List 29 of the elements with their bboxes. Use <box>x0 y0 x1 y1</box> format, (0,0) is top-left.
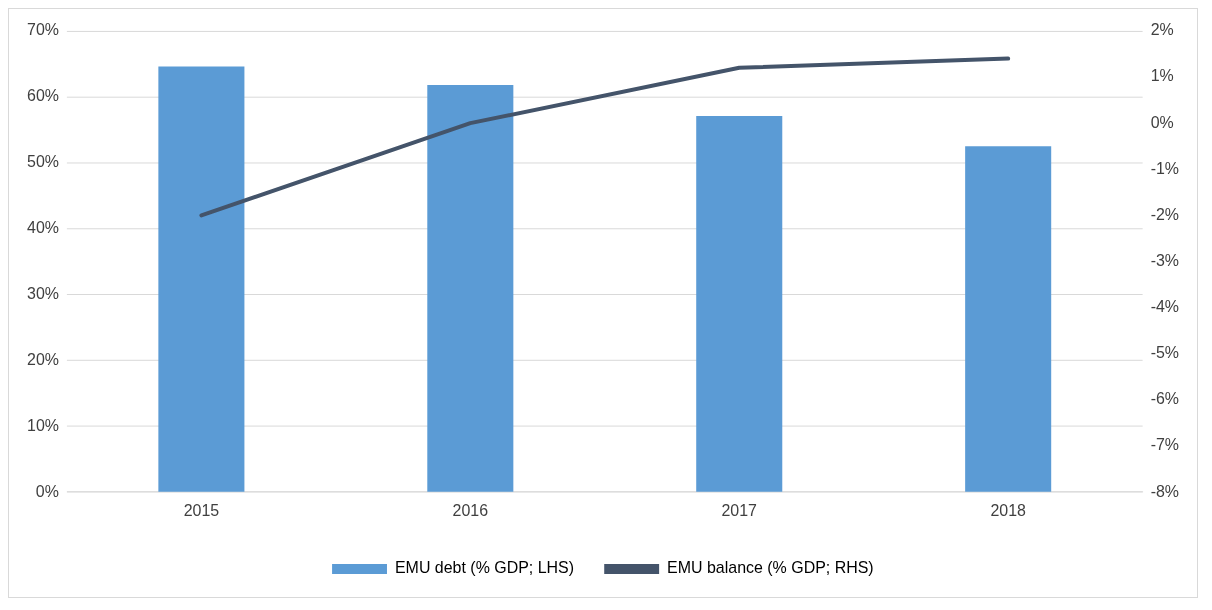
y-tick-label: 10% <box>27 416 59 434</box>
y2-tick-label: -3% <box>1150 251 1179 269</box>
y-tick-label: 60% <box>27 87 59 105</box>
y-tick-label: 0% <box>35 482 59 500</box>
x-tick-label: 2018 <box>990 502 1027 520</box>
x-tick-label: 2016 <box>452 502 489 520</box>
x-tick-label: 2015 <box>183 502 220 520</box>
y2-tick-label: 1% <box>1150 67 1174 85</box>
y-tick-label: 40% <box>27 219 59 236</box>
y2-tick-label: -2% <box>1150 205 1179 223</box>
y2-tick-label: -7% <box>1150 436 1179 454</box>
bar <box>965 146 1052 492</box>
x-tick-label: 2017 <box>721 502 758 520</box>
bar <box>696 115 783 492</box>
y2-tick-label: 0% <box>1150 113 1174 131</box>
y-tick-label: 30% <box>27 284 59 302</box>
bar <box>427 84 514 492</box>
y-tick-label: 20% <box>27 350 59 368</box>
y2-tick-label: -5% <box>1150 344 1179 362</box>
y2-tick-label: -8% <box>1150 482 1179 500</box>
y2-tick-label: 2% <box>1150 21 1174 39</box>
y2-tick-label: -4% <box>1150 298 1179 316</box>
y2-tick-label: -6% <box>1150 390 1179 408</box>
y-tick-label: 50% <box>27 153 59 171</box>
y-tick-label: 70% <box>27 21 59 39</box>
legend-label: EMU balance (% GDP; RHS) <box>667 559 874 577</box>
y2-tick-label: -1% <box>1150 159 1179 177</box>
legend-label: EMU debt (% GDP; LHS) <box>394 559 575 577</box>
bar <box>158 66 245 492</box>
